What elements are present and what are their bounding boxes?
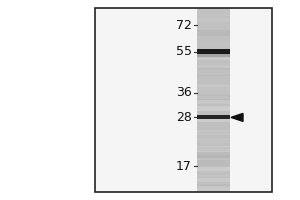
Bar [95, 8, 272, 192]
Bar [197, 175, 230, 177]
Bar [197, 139, 230, 142]
Bar [197, 129, 230, 131]
Bar [197, 175, 230, 177]
Bar [197, 22, 230, 27]
Bar [197, 100, 230, 104]
Bar [197, 49, 230, 54]
Bar [197, 85, 230, 87]
Text: 55: 55 [176, 45, 192, 58]
Bar [197, 65, 230, 69]
Bar [197, 149, 230, 152]
Bar [197, 184, 230, 188]
Bar [197, 18, 230, 22]
Bar [197, 9, 230, 12]
Bar [197, 167, 230, 171]
Bar [197, 175, 230, 177]
Bar [197, 86, 230, 91]
Bar [197, 183, 230, 185]
Text: 17: 17 [176, 160, 192, 173]
Bar [197, 178, 230, 182]
Bar [197, 158, 230, 161]
Bar [197, 97, 230, 99]
Bar [95, 8, 272, 192]
Bar [197, 58, 230, 60]
Bar [197, 50, 230, 55]
Bar [197, 12, 230, 16]
Bar [197, 54, 230, 57]
Bar [197, 30, 230, 36]
Bar [197, 141, 230, 147]
Bar [197, 160, 230, 166]
Bar [197, 84, 230, 85]
Bar [197, 75, 230, 76]
Bar [197, 78, 230, 79]
Bar [197, 65, 230, 68]
Bar [197, 142, 230, 147]
Polygon shape [231, 113, 243, 121]
Bar [197, 46, 230, 49]
Text: 28: 28 [176, 111, 192, 124]
Bar [197, 117, 230, 122]
Bar [197, 12, 230, 15]
Bar [197, 100, 230, 102]
Bar [197, 8, 230, 192]
Bar [197, 179, 230, 180]
Bar [197, 132, 230, 133]
Bar [197, 106, 230, 111]
Bar [197, 52, 230, 54]
Bar [197, 59, 230, 62]
Bar [197, 68, 230, 70]
Text: 72: 72 [176, 19, 192, 32]
Bar [197, 140, 230, 146]
Bar [197, 169, 230, 172]
Bar [197, 41, 230, 46]
Bar [197, 87, 230, 88]
Bar [197, 49, 230, 53]
Bar [197, 140, 230, 143]
Bar [197, 115, 230, 119]
Bar [197, 157, 230, 158]
Bar [197, 155, 230, 161]
Bar [197, 152, 230, 157]
Bar [197, 155, 230, 159]
Bar [197, 186, 230, 191]
Bar [197, 155, 230, 158]
Text: 36: 36 [176, 86, 192, 99]
Bar [197, 130, 230, 135]
Bar [197, 95, 230, 100]
Bar [197, 84, 230, 88]
Bar [197, 146, 230, 150]
Bar [197, 151, 230, 157]
Bar [197, 38, 230, 39]
Bar [197, 129, 230, 132]
Bar [197, 96, 230, 99]
